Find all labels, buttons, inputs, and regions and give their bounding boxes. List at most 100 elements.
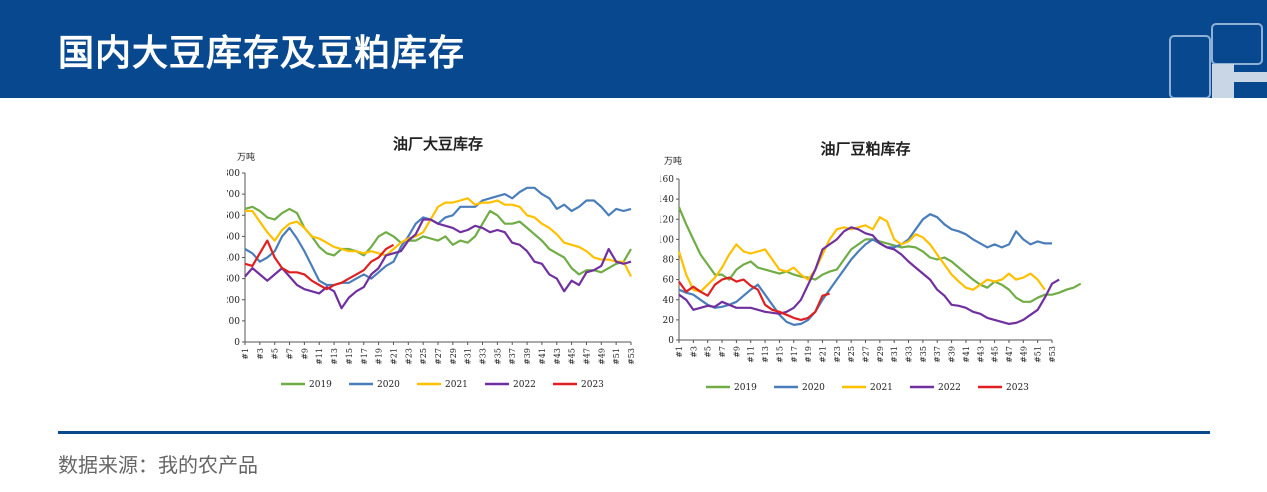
legend-label-2023: 2023 <box>1006 383 1029 393</box>
x-tick-label: #15 <box>345 348 354 365</box>
series-line-2023 <box>244 239 395 291</box>
y-tick-label: 0 <box>668 336 674 346</box>
brand-logo-icon <box>1169 23 1267 98</box>
x-tick-label: #15 <box>775 346 784 363</box>
page-title: 国内大豆库存及豆粕库存 <box>58 33 466 74</box>
x-tick-label: #39 <box>523 348 532 365</box>
x-tick-label: #39 <box>948 346 957 363</box>
x-tick-label: #13 <box>761 346 770 363</box>
x-tick-label: #45 <box>991 346 1000 363</box>
x-tick-label: #27 <box>862 346 871 363</box>
x-tick-label: #53 <box>1048 346 1057 363</box>
y-tick-label: 300 <box>227 275 240 285</box>
y-axis-unit: 万吨 <box>664 155 682 167</box>
x-tick-label: #31 <box>464 348 473 365</box>
x-tick-label: #1 <box>241 348 250 360</box>
y-tick-label: 200 <box>227 296 240 306</box>
y-tick-label: 100 <box>227 317 240 327</box>
y-tick-label: 60 <box>663 276 675 286</box>
x-tick-label: #49 <box>1019 346 1028 363</box>
chart-title: 油厂大豆库存 <box>393 135 483 153</box>
x-tick-label: #21 <box>818 346 827 363</box>
y-tick-label: 500 <box>227 232 240 242</box>
legend-label-2020: 2020 <box>377 380 400 390</box>
y-tick-label: 120 <box>660 215 674 225</box>
series-line-2019 <box>244 205 632 276</box>
x-tick-label: #3 <box>689 346 698 358</box>
chart-title: 油厂豆粕库存 <box>820 140 910 158</box>
x-tick-label: #11 <box>747 346 756 363</box>
x-tick-label: #33 <box>905 346 914 363</box>
x-tick-label: #47 <box>582 348 591 365</box>
x-tick-label: #43 <box>976 346 985 363</box>
x-tick-label: #37 <box>508 348 517 365</box>
x-tick-label: #35 <box>493 348 502 365</box>
legend-label-2022: 2022 <box>513 380 536 390</box>
x-tick-label: #23 <box>404 348 413 365</box>
legend-label-2020: 2020 <box>802 383 825 393</box>
x-tick-label: #17 <box>790 346 799 363</box>
x-tick-label: #47 <box>1005 346 1014 363</box>
x-tick-label: #11 <box>315 348 324 365</box>
legend-label-2021: 2021 <box>445 380 468 390</box>
y-tick-label: 20 <box>663 316 675 326</box>
legend-label-2022: 2022 <box>938 383 961 393</box>
x-tick-label: #7 <box>286 348 295 360</box>
x-tick-label: #25 <box>847 346 856 363</box>
header-bar: 国内大豆库存及豆粕库存 <box>0 0 1267 98</box>
y-tick-label: 40 <box>663 296 675 306</box>
series-line-2019 <box>677 206 1082 303</box>
legend-label-2023: 2023 <box>581 380 604 390</box>
x-tick-label: #7 <box>718 346 727 358</box>
x-tick-label: #21 <box>389 348 398 365</box>
x-tick-label: #35 <box>919 346 928 363</box>
y-tick-label: 160 <box>660 175 674 185</box>
y-tick-label: 100 <box>660 235 674 245</box>
y-axis-unit: 万吨 <box>237 151 255 163</box>
series-line-2022 <box>244 218 632 310</box>
x-tick-label: #19 <box>375 348 384 365</box>
x-tick-label: #19 <box>804 346 813 363</box>
y-tick-label: 140 <box>660 195 674 205</box>
x-tick-label: #31 <box>890 346 899 363</box>
series-line-2022 <box>678 226 1060 325</box>
x-tick-label: #41 <box>962 346 971 363</box>
x-tick-label: #41 <box>538 348 547 365</box>
y-tick-label: 600 <box>227 211 240 221</box>
x-tick-label: #5 <box>271 348 280 360</box>
x-tick-label: #53 <box>627 348 636 365</box>
x-tick-label: #9 <box>300 348 309 360</box>
series-line-2021 <box>245 197 632 277</box>
y-tick-label: 80 <box>663 256 675 266</box>
legend-label-2019: 2019 <box>734 383 757 393</box>
series-line-2023 <box>678 276 830 321</box>
y-tick-label: 800 <box>227 169 240 179</box>
x-tick-label: #49 <box>597 348 606 365</box>
y-tick-label: 400 <box>227 254 240 264</box>
y-tick-label: 0 <box>234 338 240 348</box>
x-tick-label: #29 <box>876 346 885 363</box>
x-tick-label: #1 <box>675 346 684 358</box>
x-tick-label: #37 <box>933 346 942 363</box>
series-line-2020 <box>678 213 1052 326</box>
legend-label-2021: 2021 <box>870 383 893 393</box>
x-tick-label: #51 <box>612 348 621 365</box>
x-tick-label: #9 <box>732 346 741 358</box>
x-tick-label: #17 <box>360 348 369 365</box>
x-tick-label: #23 <box>833 346 842 363</box>
x-tick-label: #3 <box>256 348 265 360</box>
x-tick-label: #13 <box>330 348 339 365</box>
x-tick-label: #33 <box>479 348 488 365</box>
legend-label-2019: 2019 <box>309 380 332 390</box>
y-tick-label: 700 <box>227 190 240 200</box>
x-tick-label: #51 <box>1034 346 1043 363</box>
series-line-2021 <box>677 216 1046 293</box>
data-source: 数据来源：我的农产品 <box>58 453 258 477</box>
x-tick-label: #5 <box>704 346 713 358</box>
x-tick-label: #45 <box>568 348 577 365</box>
footer-divider <box>58 431 1210 434</box>
